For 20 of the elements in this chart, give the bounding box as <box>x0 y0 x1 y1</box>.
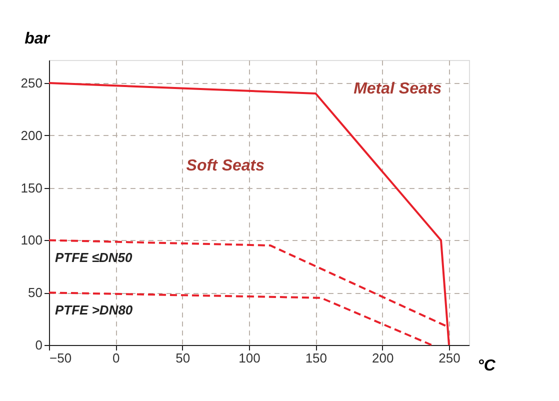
y-tick-label: 50 <box>28 285 42 300</box>
x-tick-label: −50 <box>50 350 72 366</box>
series-label: PTFE ≤DN50 <box>55 250 133 266</box>
y-tick-label: 0 <box>35 338 42 352</box>
y-tick-label: 250 <box>20 76 42 91</box>
x-tick-label: 150 <box>305 350 328 366</box>
x-axis-title: °C <box>478 358 496 374</box>
y-tick-label: 100 <box>20 232 42 248</box>
x-tick-label: 250 <box>438 350 460 366</box>
x-tick-label: 100 <box>238 350 260 366</box>
line-series <box>48 82 450 346</box>
y-tick-label: 150 <box>20 180 42 196</box>
x-tick-label: 200 <box>372 350 394 366</box>
annotation: Metal Seats <box>354 80 442 98</box>
series-label: PTFE >DN80 <box>55 302 134 318</box>
y-tick-label: 200 <box>20 128 42 143</box>
y-axis-title: bar <box>24 30 50 48</box>
annotation: Soft Seats <box>186 157 265 174</box>
x-tick-label: 50 <box>176 350 190 366</box>
x-tick-label: 0 <box>112 350 120 366</box>
